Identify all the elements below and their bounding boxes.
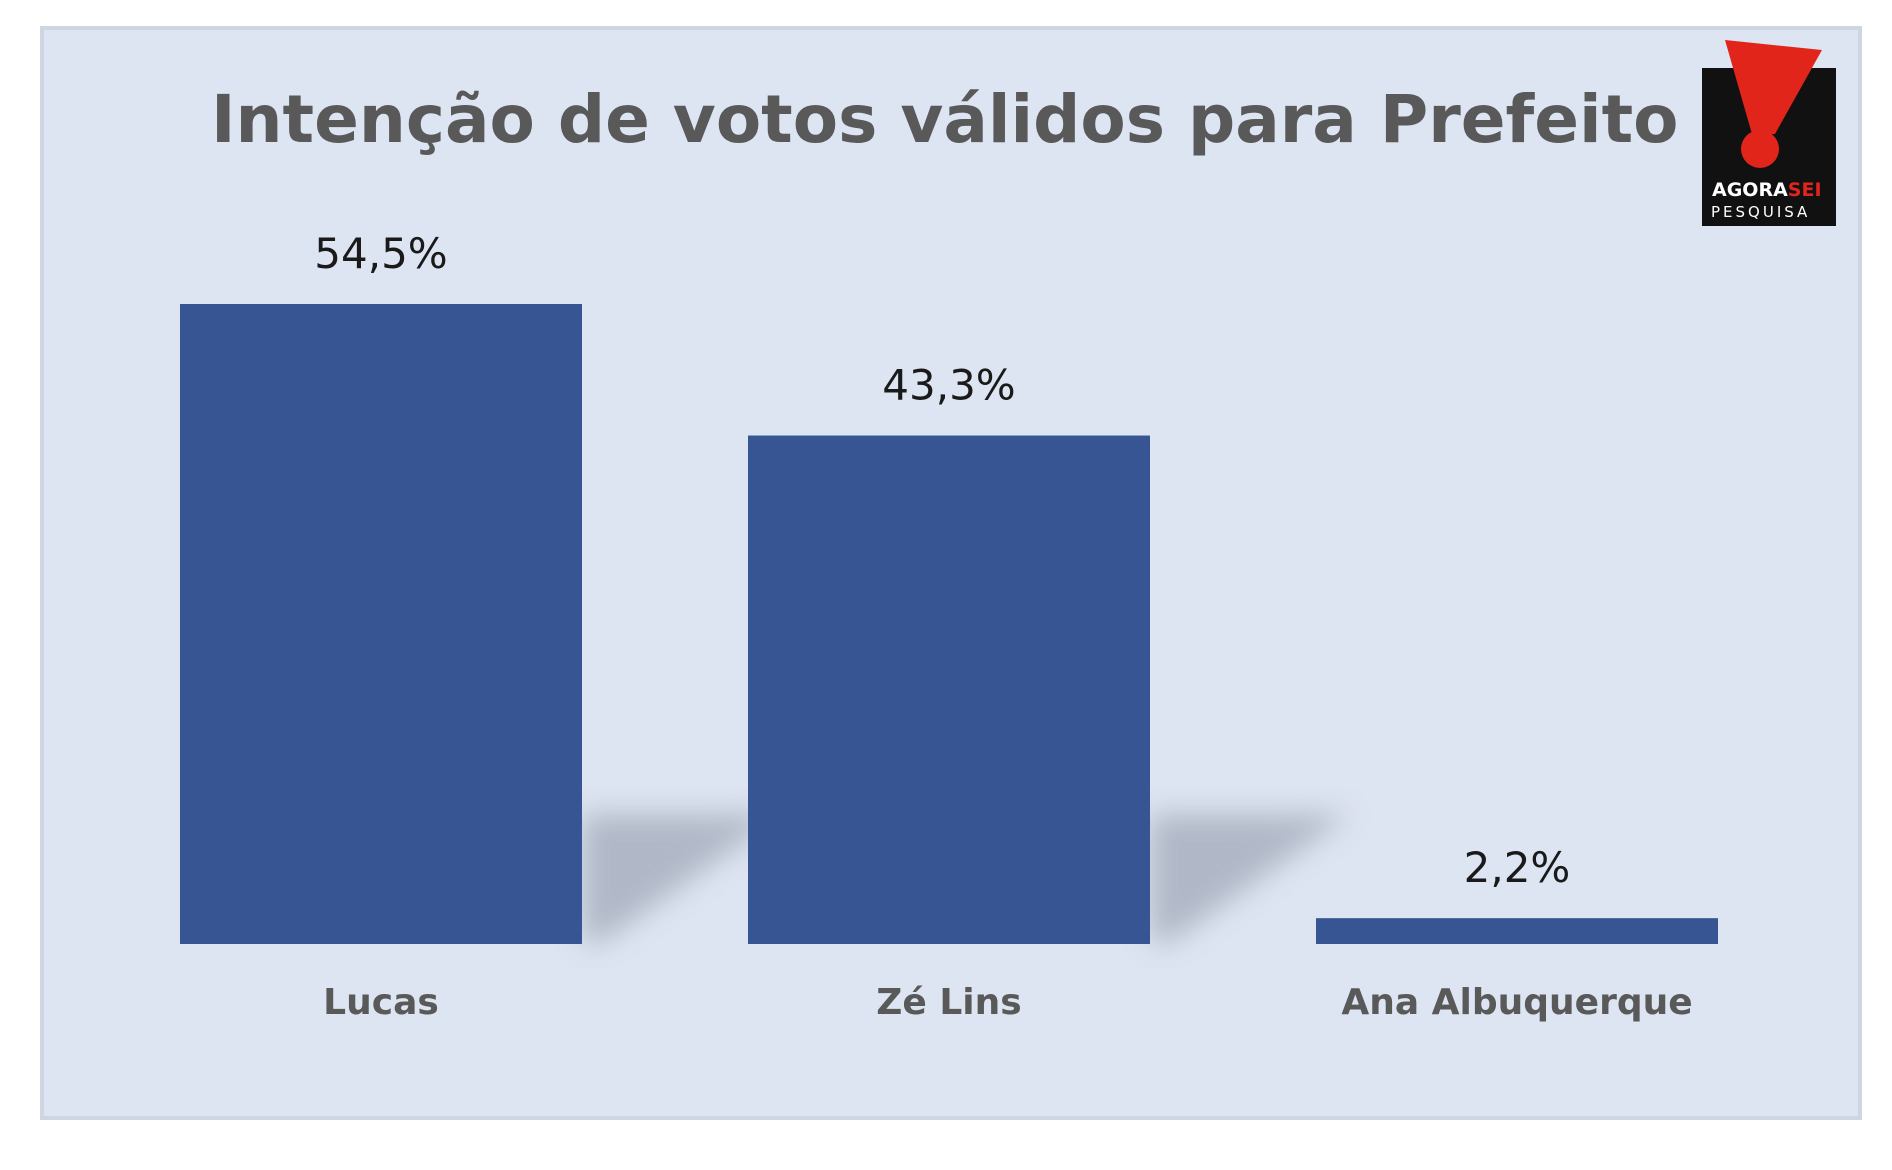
bar-shadows xyxy=(582,814,1350,942)
value-label: 43,3% xyxy=(882,361,1015,410)
logo-brand-left: AGORA xyxy=(1712,179,1788,201)
bar xyxy=(748,435,1150,944)
value-labels: 54,5% 43,3% 2,2% xyxy=(314,229,1570,892)
agorasei-logo: AGORASEI PESQUISA xyxy=(1702,40,1836,226)
logo-exclamation-icon xyxy=(1725,40,1822,134)
category-labels: Lucas Zé Lins Ana Albuquerque xyxy=(323,982,1692,1023)
category-label: Lucas xyxy=(323,982,439,1023)
category-label: Zé Lins xyxy=(876,982,1021,1023)
value-label: 54,5% xyxy=(314,229,447,278)
logo-dot-icon xyxy=(1741,130,1779,168)
bar xyxy=(1316,918,1718,944)
chart-title: Intenção de votos válidos para Prefeito xyxy=(211,81,1679,158)
bar-shadow xyxy=(1150,814,1350,942)
value-label: 2,2% xyxy=(1464,843,1571,892)
bar-shadow xyxy=(582,814,782,942)
logo-brand: AGORASEI xyxy=(1712,179,1822,201)
logo-brand-right: SEI xyxy=(1788,179,1822,201)
logo-subtitle: PESQUISA xyxy=(1711,203,1810,221)
bars xyxy=(180,304,1718,944)
bar xyxy=(180,304,582,944)
category-label: Ana Albuquerque xyxy=(1341,982,1692,1023)
